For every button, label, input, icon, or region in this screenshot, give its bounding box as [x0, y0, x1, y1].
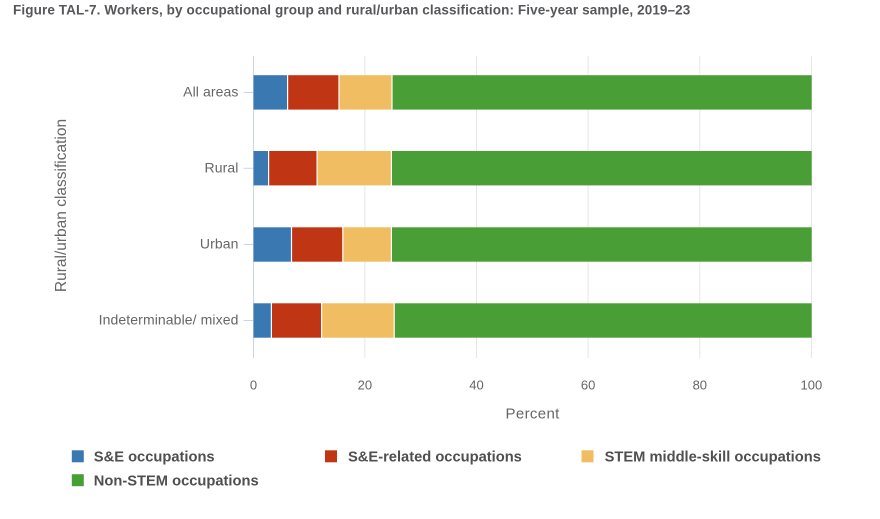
svg-text:S&E occupations: S&E occupations — [94, 450, 215, 466]
svg-text:40: 40 — [469, 378, 483, 393]
svg-text:S&E-related occupations: S&E-related occupations — [348, 450, 522, 466]
svg-text:All areas: All areas — [183, 84, 238, 100]
svg-text:20: 20 — [358, 378, 372, 393]
svg-text:Percent: Percent — [506, 405, 561, 422]
svg-text:80: 80 — [693, 378, 707, 393]
svg-text:STEM middle-skill occupations: STEM middle-skill occupations — [605, 450, 821, 466]
svg-text:100: 100 — [801, 378, 823, 393]
svg-text:Non-STEM occupations: Non-STEM occupations — [94, 474, 259, 490]
svg-text:60: 60 — [581, 378, 595, 393]
svg-text:Rural: Rural — [205, 159, 239, 175]
svg-text:Rural/urban classification: Rural/urban classification — [53, 119, 70, 292]
svg-text:Figure TAL-7. Workers, by occu: Figure TAL-7. Workers, by occupational g… — [13, 3, 691, 18]
svg-text:Indeterminable/ mixed: Indeterminable/ mixed — [99, 312, 239, 328]
svg-text:Urban: Urban — [200, 236, 239, 252]
svg-text:0: 0 — [250, 378, 257, 393]
